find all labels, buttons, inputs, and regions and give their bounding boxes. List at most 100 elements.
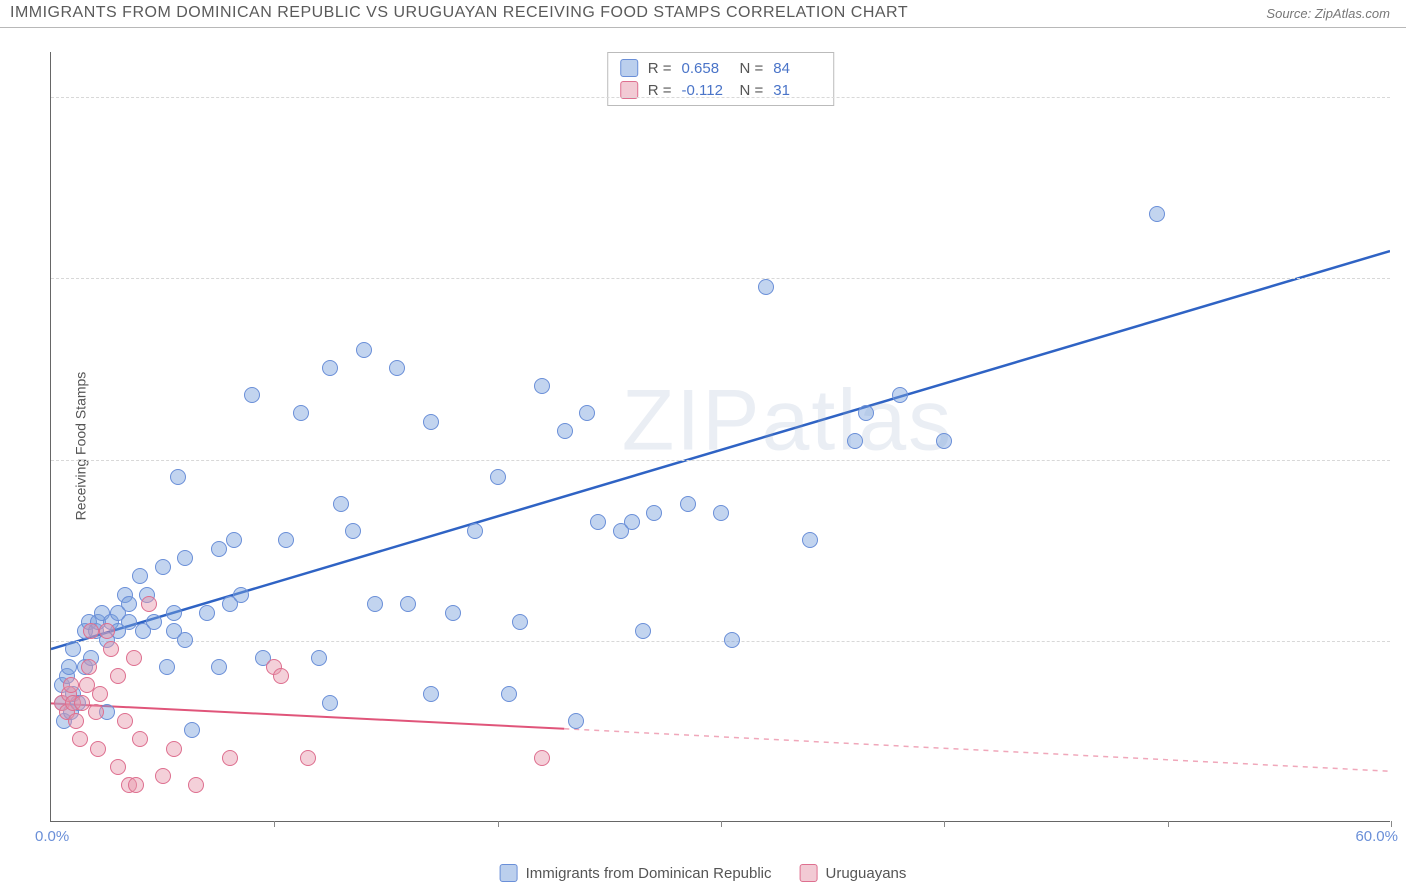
x-tick-mark <box>498 821 499 827</box>
scatter-point <box>624 514 640 530</box>
scatter-point <box>490 469 506 485</box>
scatter-point <box>936 433 952 449</box>
scatter-point <box>356 342 372 358</box>
scatter-point <box>81 659 97 675</box>
scatter-point <box>110 668 126 684</box>
scatter-point <box>90 741 106 757</box>
scatter-point <box>177 550 193 566</box>
x-tick-origin: 0.0% <box>35 828 69 845</box>
scatter-point <box>713 505 729 521</box>
scatter-point <box>199 605 215 621</box>
scatter-point <box>132 731 148 747</box>
x-tick-mark <box>1168 821 1169 827</box>
scatter-point <box>88 704 104 720</box>
scatter-point <box>579 405 595 421</box>
r-label-1: R = <box>648 60 672 77</box>
legend-item-2: Uruguayans <box>800 864 907 882</box>
scatter-point <box>177 632 193 648</box>
n-label-2: N = <box>740 82 764 99</box>
legend-item-1: Immigrants from Dominican Republic <box>500 864 772 882</box>
scatter-point <box>72 731 88 747</box>
watermark-text-b: atlas <box>762 373 954 469</box>
scatter-point <box>128 777 144 793</box>
r-value-1: 0.658 <box>682 60 730 77</box>
scatter-point <box>322 360 338 376</box>
source-label: Source: <box>1266 6 1311 21</box>
scatter-point <box>1149 206 1165 222</box>
swatch-blue-icon <box>620 59 638 77</box>
scatter-point <box>146 614 162 630</box>
x-tick-mark <box>274 821 275 827</box>
scatter-point <box>557 423 573 439</box>
source-value: ZipAtlas.com <box>1315 6 1390 21</box>
trend-lines-svg <box>51 52 1390 821</box>
y-tick-label: 60.0% <box>1398 270 1406 287</box>
scatter-point <box>423 686 439 702</box>
n-value-1: 84 <box>773 60 821 77</box>
scatter-point <box>367 596 383 612</box>
scatter-point <box>226 532 242 548</box>
scatter-point <box>184 722 200 738</box>
scatter-point <box>278 532 294 548</box>
scatter-point <box>389 360 405 376</box>
scatter-point <box>188 777 204 793</box>
x-tick-mark <box>1391 821 1392 827</box>
scatter-point <box>333 496 349 512</box>
scatter-point <box>293 405 309 421</box>
scatter-point <box>103 641 119 657</box>
scatter-point <box>724 632 740 648</box>
scatter-point <box>646 505 662 521</box>
x-tick-end: 60.0% <box>1355 828 1398 845</box>
scatter-point <box>166 741 182 757</box>
scatter-point <box>141 596 157 612</box>
scatter-point <box>300 750 316 766</box>
chart-title: IMMIGRANTS FROM DOMINICAN REPUBLIC VS UR… <box>10 4 908 22</box>
scatter-point <box>211 541 227 557</box>
scatter-point <box>117 713 133 729</box>
scatter-point <box>211 659 227 675</box>
scatter-point <box>322 695 338 711</box>
scatter-point <box>534 750 550 766</box>
scatter-point <box>512 614 528 630</box>
n-value-2: 31 <box>773 82 821 99</box>
y-tick-label: 40.0% <box>1398 451 1406 468</box>
r-label-2: R = <box>648 82 672 99</box>
scatter-point <box>273 668 289 684</box>
scatter-point <box>92 686 108 702</box>
legend-label-1: Immigrants from Dominican Republic <box>526 865 772 882</box>
scatter-point <box>65 641 81 657</box>
scatter-point <box>423 414 439 430</box>
scatter-point <box>99 623 115 639</box>
y-tick-label: 20.0% <box>1398 632 1406 649</box>
scatter-point <box>159 659 175 675</box>
scatter-point <box>501 686 517 702</box>
gridline-h <box>51 97 1390 98</box>
n-label-1: N = <box>740 60 764 77</box>
legend-swatch-blue-icon <box>500 864 518 882</box>
scatter-point <box>680 496 696 512</box>
x-tick-mark <box>721 821 722 827</box>
scatter-point <box>590 514 606 530</box>
legend-swatch-pink-icon <box>800 864 818 882</box>
scatter-point <box>83 623 99 639</box>
gridline-h <box>51 460 1390 461</box>
r-value-2: -0.112 <box>682 82 730 99</box>
legend-label-2: Uruguayans <box>826 865 907 882</box>
scatter-point <box>534 378 550 394</box>
watermark-text-a: ZIP <box>622 373 762 469</box>
scatter-point <box>155 768 171 784</box>
scatter-point <box>847 433 863 449</box>
legend-bottom: Immigrants from Dominican Republic Urugu… <box>500 864 907 882</box>
scatter-point <box>126 650 142 666</box>
scatter-point <box>170 469 186 485</box>
scatter-point <box>467 523 483 539</box>
trend-line <box>564 729 1390 772</box>
watermark: ZIPatlas <box>622 372 953 471</box>
y-tick-label: 80.0% <box>1398 89 1406 106</box>
scatter-point <box>400 596 416 612</box>
scatter-point <box>68 713 84 729</box>
trend-line <box>51 251 1390 649</box>
plot-area: ZIPatlas R = 0.658 N = 84 R = -0.112 N =… <box>50 52 1390 822</box>
scatter-point <box>110 759 126 775</box>
scatter-point <box>758 279 774 295</box>
